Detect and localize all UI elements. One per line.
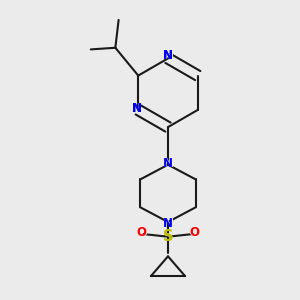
Text: S: S xyxy=(163,229,173,244)
Text: N: N xyxy=(132,102,142,115)
Text: O: O xyxy=(136,226,147,239)
Text: N: N xyxy=(162,157,174,170)
Text: O: O xyxy=(188,226,200,239)
Text: N: N xyxy=(163,49,173,62)
Text: O: O xyxy=(189,226,199,239)
Text: N: N xyxy=(163,157,173,170)
Text: S: S xyxy=(163,229,173,244)
Text: N: N xyxy=(132,102,142,115)
Text: N: N xyxy=(131,102,142,115)
Text: N: N xyxy=(163,217,173,230)
Text: N: N xyxy=(162,49,174,62)
Text: N: N xyxy=(162,217,174,230)
Text: N: N xyxy=(163,49,173,62)
Text: O: O xyxy=(137,226,147,239)
